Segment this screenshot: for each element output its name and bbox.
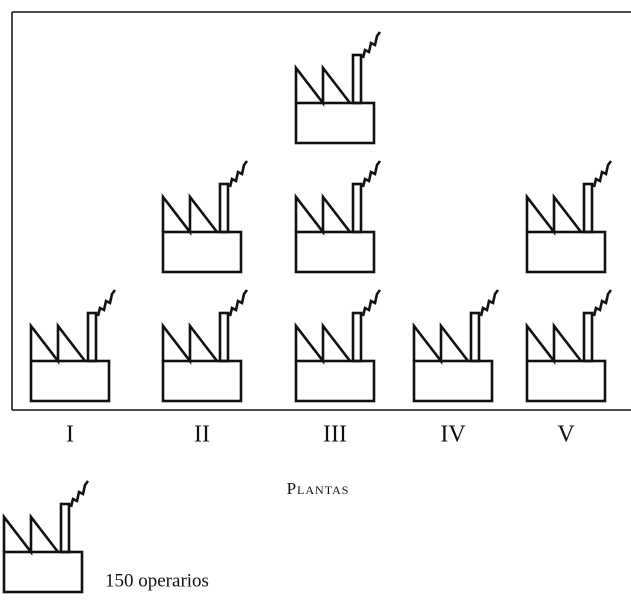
x-tick-label: IV (440, 422, 466, 448)
factory-chimney (218, 182, 230, 234)
factory-body (294, 230, 376, 274)
factory-icon (294, 31, 382, 145)
factory-smoke (592, 160, 613, 188)
factory-smoke (361, 31, 382, 59)
factory-chimney (86, 311, 98, 363)
factory-chimney (351, 182, 363, 234)
factory-roof (161, 193, 219, 236)
factory-body (525, 359, 607, 403)
factory-body (2, 550, 84, 594)
factory-roof (29, 322, 87, 365)
factory-chimney (59, 502, 71, 554)
factory-roof (525, 193, 583, 236)
factory-body (294, 359, 376, 403)
factory-roof (2, 513, 60, 556)
factory-icon (161, 289, 249, 403)
factory-body (161, 230, 243, 274)
factory-icon (29, 289, 117, 403)
factory-smoke (228, 289, 249, 317)
factory-smoke (592, 289, 613, 317)
factory-roof (294, 193, 352, 236)
factory-icon (294, 160, 382, 274)
factory-body (29, 359, 111, 403)
factory-chimney (469, 311, 481, 363)
factory-smoke (361, 160, 382, 188)
x-tick-label: III (323, 422, 347, 448)
factory-icon (525, 160, 613, 274)
factory-icon (161, 160, 249, 274)
factory-roof (294, 322, 352, 365)
factory-roof (412, 322, 470, 365)
legend-label: 150 operarios (105, 570, 209, 591)
x-axis-label: Plantas (287, 479, 350, 498)
factory-body (412, 359, 494, 403)
factory-icon (525, 289, 613, 403)
factory-body (525, 230, 607, 274)
factory-smoke (479, 289, 500, 317)
factory-smoke (228, 160, 249, 188)
factory-icon (412, 289, 500, 403)
x-tick-label: V (557, 422, 575, 448)
factory-roof (161, 322, 219, 365)
factory-smoke (96, 289, 117, 317)
factory-body (294, 101, 376, 145)
factory-chimney (351, 311, 363, 363)
factory-icon (294, 289, 382, 403)
factory-chimney (351, 53, 363, 105)
factory-icon (2, 480, 90, 594)
factory-roof (294, 64, 352, 107)
factory-chimney (582, 311, 594, 363)
factory-chimney (582, 182, 594, 234)
x-tick-label: II (194, 422, 210, 448)
factory-roof (525, 322, 583, 365)
x-tick-label: I (66, 422, 74, 448)
factory-smoke (361, 289, 382, 317)
factory-chimney (218, 311, 230, 363)
factory-body (161, 359, 243, 403)
factory-smoke (69, 480, 90, 508)
